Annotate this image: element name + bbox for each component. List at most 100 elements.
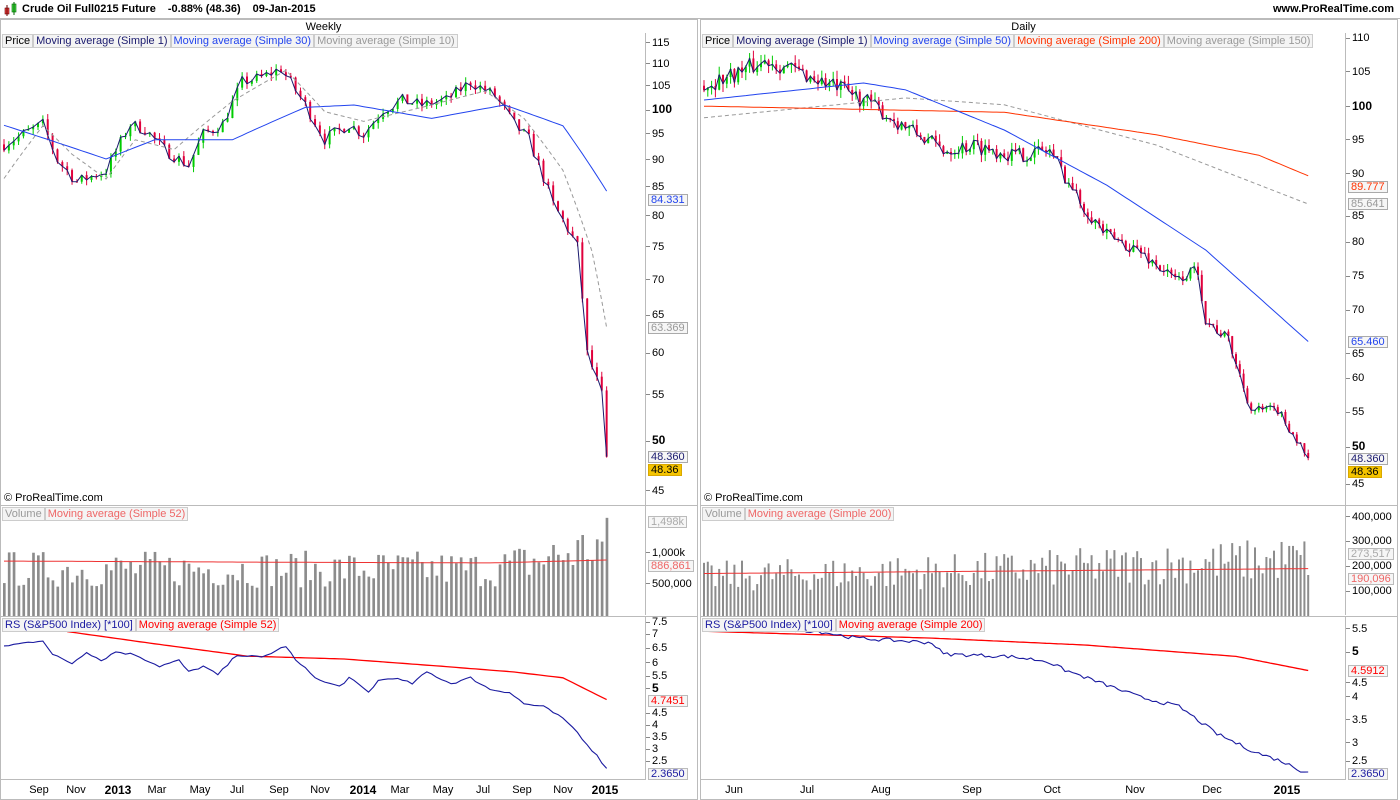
volume-bar — [1071, 570, 1074, 616]
candle-body — [163, 139, 166, 145]
candle-body — [61, 162, 64, 167]
volume-bar — [12, 552, 16, 616]
legend-price[interactable]: Price — [2, 34, 34, 48]
volume-bar — [862, 572, 865, 616]
candle-body — [1223, 331, 1226, 337]
candle — [41, 115, 44, 127]
candle-body — [744, 66, 747, 73]
candle — [744, 65, 747, 81]
volume-bar — [56, 586, 60, 616]
candle-body — [729, 69, 732, 77]
candle-body — [557, 201, 560, 212]
candle — [1295, 432, 1298, 446]
candle-body — [775, 64, 778, 70]
legend-ma-a[interactable]: Moving average (Simple 30) — [170, 34, 315, 48]
volume-bar — [571, 564, 575, 616]
candle — [80, 174, 83, 184]
candle-body — [817, 80, 819, 85]
volume-bar — [999, 565, 1002, 616]
candle-body — [109, 156, 112, 174]
volume-bar — [221, 584, 225, 616]
rs-tick-label: 4 — [649, 720, 658, 731]
legend-rs-ma[interactable]: Moving average (Simple 200) — [835, 618, 986, 632]
candle-body — [367, 128, 370, 138]
candle — [401, 94, 404, 104]
candle-body — [1010, 149, 1013, 161]
x-tick-label: Mar — [390, 784, 410, 796]
volume-bar — [493, 586, 497, 616]
candle-body — [843, 81, 846, 84]
volume-bar — [722, 575, 724, 616]
volume-bar — [377, 554, 380, 616]
volume-bar — [46, 577, 50, 616]
candle-body — [304, 97, 307, 102]
legend-ma-a[interactable]: Moving average (Simple 50) — [870, 34, 1015, 48]
candle-body — [260, 73, 263, 76]
candle-body — [1303, 443, 1306, 453]
volume-bar — [1041, 557, 1044, 616]
volume-bar — [1010, 555, 1013, 616]
candle — [836, 70, 838, 97]
legend-ma-c[interactable]: Moving average (Simple 200) — [1014, 34, 1164, 48]
x-axis: Jun Jul Aug Sep Oct Nov Dec 2015 — [701, 779, 1346, 800]
legend-rs[interactable]: RS (S&P500 Index) [*100] — [702, 618, 836, 632]
volume-bar — [748, 575, 751, 616]
candle-body — [41, 119, 44, 124]
volume-bar — [1026, 579, 1028, 616]
candle — [299, 87, 302, 101]
legend-ma1[interactable]: Moving average (Simple 1) — [33, 34, 171, 48]
candle — [729, 62, 732, 84]
volume-bar — [1238, 546, 1241, 616]
candle-body — [309, 101, 312, 120]
volume-bar — [518, 548, 521, 616]
legend-volume-ma[interactable]: Moving average (Simple 52) — [44, 507, 189, 521]
legend-ma1[interactable]: Moving average (Simple 1) — [733, 34, 871, 48]
volume-bar — [771, 579, 774, 616]
volume-bar — [177, 585, 181, 616]
volume-bar — [1067, 574, 1070, 616]
candle-body — [1079, 190, 1082, 204]
volume-bar — [362, 570, 366, 616]
candle-body — [1056, 156, 1059, 158]
candle-body — [1083, 203, 1085, 213]
candle-body — [241, 76, 244, 88]
legend-ma-b[interactable]: Moving average (Simple 150) — [1163, 34, 1314, 48]
legend-rs-ma[interactable]: Moving average (Simple 52) — [135, 618, 280, 632]
volume-bar — [1132, 557, 1135, 616]
candle-body — [71, 170, 74, 182]
candle-body — [527, 129, 530, 134]
volume-bar — [1014, 572, 1017, 616]
legend-rs[interactable]: RS (S&P500 Index) [*100] — [2, 618, 136, 632]
candle-body — [718, 74, 721, 90]
candle — [950, 148, 952, 162]
candle-body — [934, 135, 937, 142]
candle — [474, 80, 477, 94]
volume-bar — [786, 559, 789, 616]
site-link[interactable]: www.ProRealTime.com — [1272, 3, 1394, 15]
legend-ma-b[interactable]: Moving average (Simple 10) — [314, 34, 458, 48]
rs-last-label: 2.3650 — [1348, 768, 1388, 780]
rs-line — [703, 626, 1309, 773]
candle-body — [927, 138, 930, 144]
volume-bar — [129, 561, 133, 616]
volume-bar — [832, 560, 835, 616]
volume-bar — [965, 581, 968, 616]
legend-volume[interactable]: Volume — [2, 507, 45, 521]
x-tick-label: May — [189, 784, 211, 796]
candle — [557, 200, 560, 212]
candle-body — [1132, 245, 1135, 252]
volume-bar — [561, 560, 565, 616]
volume-bar — [1200, 568, 1203, 616]
candle-body — [779, 69, 781, 74]
volume-bar — [1151, 562, 1154, 616]
candle-body — [1155, 259, 1158, 266]
candle-body — [938, 141, 941, 147]
legend-price[interactable]: Price — [702, 34, 734, 48]
y-tick-label: 70 — [1349, 305, 1364, 316]
legend-volume[interactable]: Volume — [702, 507, 745, 521]
x-tick-label: 2013 — [104, 783, 132, 797]
rs-tick-label: 2.5 — [1349, 756, 1367, 767]
candle — [733, 68, 736, 88]
legend-volume-ma[interactable]: Moving average (Simple 200) — [744, 507, 895, 521]
volume-bar — [775, 573, 778, 616]
